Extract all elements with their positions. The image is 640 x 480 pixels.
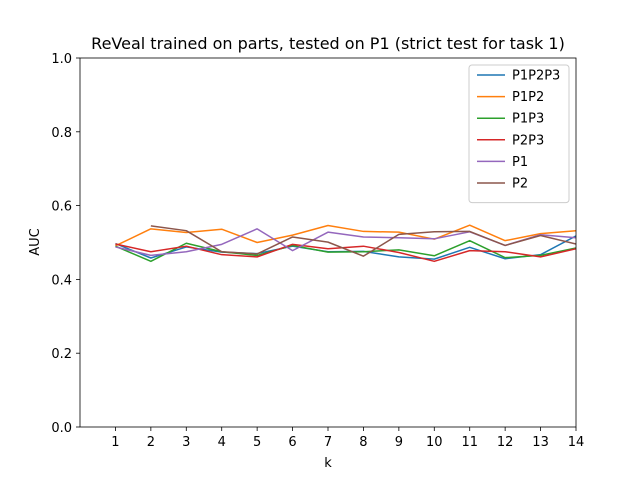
y-tick-label: 0.6 (51, 200, 72, 215)
legend-entry: P2 (512, 177, 528, 192)
x-tick-label: 8 (359, 435, 367, 450)
y-tick-label: 1.0 (51, 52, 72, 67)
x-tick-label: 11 (461, 435, 478, 450)
y-tick-label: 0.0 (51, 421, 72, 436)
x-tick-label: 4 (218, 435, 226, 450)
x-tick-label: 13 (532, 435, 549, 450)
plot-area (79, 57, 577, 428)
legend-entry: P2P3 (512, 133, 544, 148)
legend-box (468, 64, 570, 204)
y-tick-label: 0.2 (51, 347, 72, 362)
x-tick-label: 6 (288, 435, 296, 450)
x-tick-label: 7 (324, 435, 332, 450)
series-line-p1p2 (115, 224, 576, 247)
x-tick-label: 14 (568, 435, 585, 450)
chart-title: ReVeal trained on parts, tested on P1 (s… (91, 34, 565, 53)
legend-entry: P1P2P3 (512, 69, 560, 84)
y-axis-label: AUC (28, 228, 43, 256)
series-line-p1p3 (115, 239, 576, 263)
x-axis-label: k (324, 456, 332, 471)
x-axis: 1 2 3 4 5 6 7 8 9 10 11 12 13 14 (111, 427, 584, 450)
x-tick-label: 9 (395, 435, 403, 450)
x-tick-label: 3 (182, 435, 190, 450)
x-tick-label: 1 (111, 435, 119, 450)
y-tick-label: 0.8 (51, 126, 72, 141)
legend-entry: P1 (512, 155, 528, 170)
x-tick-label: 12 (497, 435, 514, 450)
y-tick-label: 0.4 (51, 273, 72, 288)
y-axis: 0.0 0.2 0.4 0.6 0.8 1.0 (51, 52, 80, 436)
series-line-p2 (150, 225, 576, 257)
x-tick-label: 2 (147, 435, 155, 450)
x-tick-label: 10 (426, 435, 443, 450)
legend-entry: P1P2 (512, 90, 544, 105)
x-tick-label: 5 (253, 435, 261, 450)
series-line-p2p3 (115, 243, 576, 263)
legend-entry: P1P3 (512, 112, 544, 127)
